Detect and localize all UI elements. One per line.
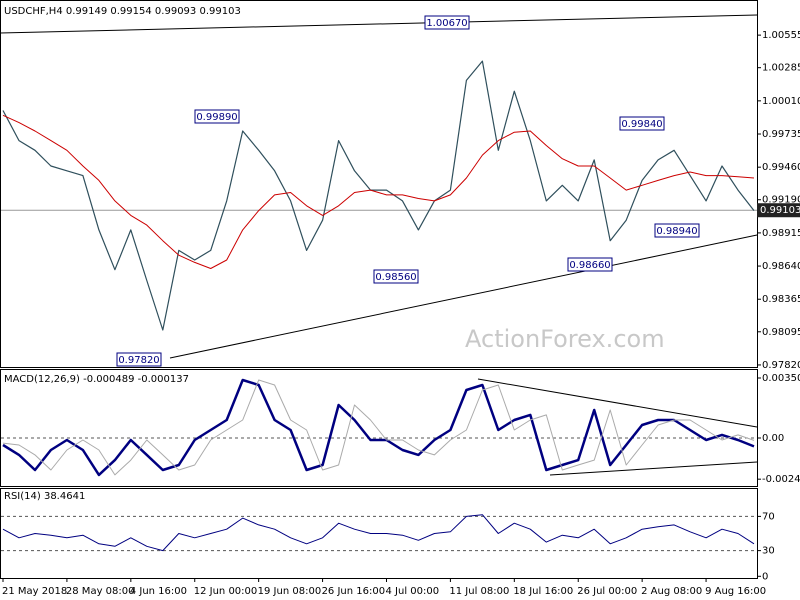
y-tick-label: 0.98365: [762, 294, 800, 305]
y-tick-label: 0.99735: [762, 129, 800, 140]
y-tick-label: 0.003509: [762, 373, 800, 384]
y-tick-label: 70: [762, 511, 775, 522]
series-line: [2, 378, 755, 477]
annotation: 0.98560: [373, 269, 419, 284]
x-tick-label: 18 Jul 16:00: [513, 586, 573, 597]
trend-line: [549, 461, 758, 476]
x-tick-label: 26 Jul 00:00: [577, 586, 637, 597]
annotation-label: 1.00670: [426, 18, 467, 29]
series-line: [2, 114, 755, 269]
x-tick-label: 28 May 08:00: [66, 586, 135, 597]
annotation-label: 0.98660: [569, 260, 610, 271]
rsi-title: RSI(14) 38.4641: [4, 491, 85, 502]
x-tick-label: 21 May 2018: [2, 586, 67, 597]
x-tick-label: 26 Jun 16:00: [322, 586, 386, 597]
price-panel: [0, 0, 758, 368]
annotation: 0.97820: [116, 352, 162, 367]
y-tick-label: 0.99190: [762, 195, 800, 206]
x-tick-label: 2 Aug 08:00: [641, 586, 702, 597]
trend-line: [477, 378, 758, 428]
annotation-label: 0.99840: [621, 119, 662, 130]
x-tick-label: 4 Jun 16:00: [130, 586, 187, 597]
macd-panel: [0, 369, 758, 487]
annotation-label: 0.97820: [118, 355, 159, 366]
annotation-label: 0.98940: [656, 226, 697, 237]
y-tick-label: 0: [762, 571, 768, 582]
x-tick-label: 12 Jun 00:00: [194, 586, 258, 597]
y-tick-label: 1.00285: [762, 63, 800, 74]
series-line: [2, 60, 755, 331]
series-line: [2, 379, 755, 476]
rsi-panel: [0, 488, 758, 579]
x-tick-label: 9 Aug 16:00: [705, 586, 766, 597]
y-tick-label: 0.98915: [762, 228, 800, 239]
x-tick-label: 11 Jul 08:00: [449, 586, 509, 597]
trend-line: [0, 14, 758, 34]
y-tick-label: 0.99460: [762, 162, 800, 173]
annotation-label: 0.98560: [375, 272, 416, 283]
current-price-label: 0.99103: [760, 205, 800, 216]
annotation: 1.00670: [424, 15, 470, 30]
annotation: 0.99840: [619, 116, 665, 131]
x-tick-label: 4 Jul 00:00: [385, 586, 439, 597]
y-tick-label: 1.00010: [762, 96, 800, 107]
y-tick-label: 0.98640: [762, 261, 800, 272]
annotation-label: 0.99890: [196, 112, 237, 123]
annotation: 0.98940: [654, 223, 700, 238]
x-tick-label: 19 Jun 08:00: [258, 586, 322, 597]
y-tick-label: 1.00555: [762, 30, 800, 41]
chart-title: USDCHF,H4 0.99149 0.99154 0.99093 0.9910…: [4, 6, 241, 17]
y-tick-label: -0.002408: [762, 474, 800, 485]
plot: [1, 60, 757, 552]
y-tick-label: 0.97820: [762, 360, 800, 371]
y-tick-label: 30: [762, 546, 775, 557]
watermark: ActionForex.com: [465, 325, 665, 353]
macd-title: MACD(12,26,9) -0.000489 -0.000137: [4, 374, 189, 385]
series-line: [2, 514, 755, 552]
y-tick-label: 0.98095: [762, 327, 800, 338]
trend-line: [169, 234, 758, 359]
annotation: 0.98660: [567, 257, 613, 272]
annotation: 0.99890: [194, 109, 240, 124]
y-tick-label: 0.00: [762, 433, 784, 444]
current-price-box: [757, 203, 800, 218]
